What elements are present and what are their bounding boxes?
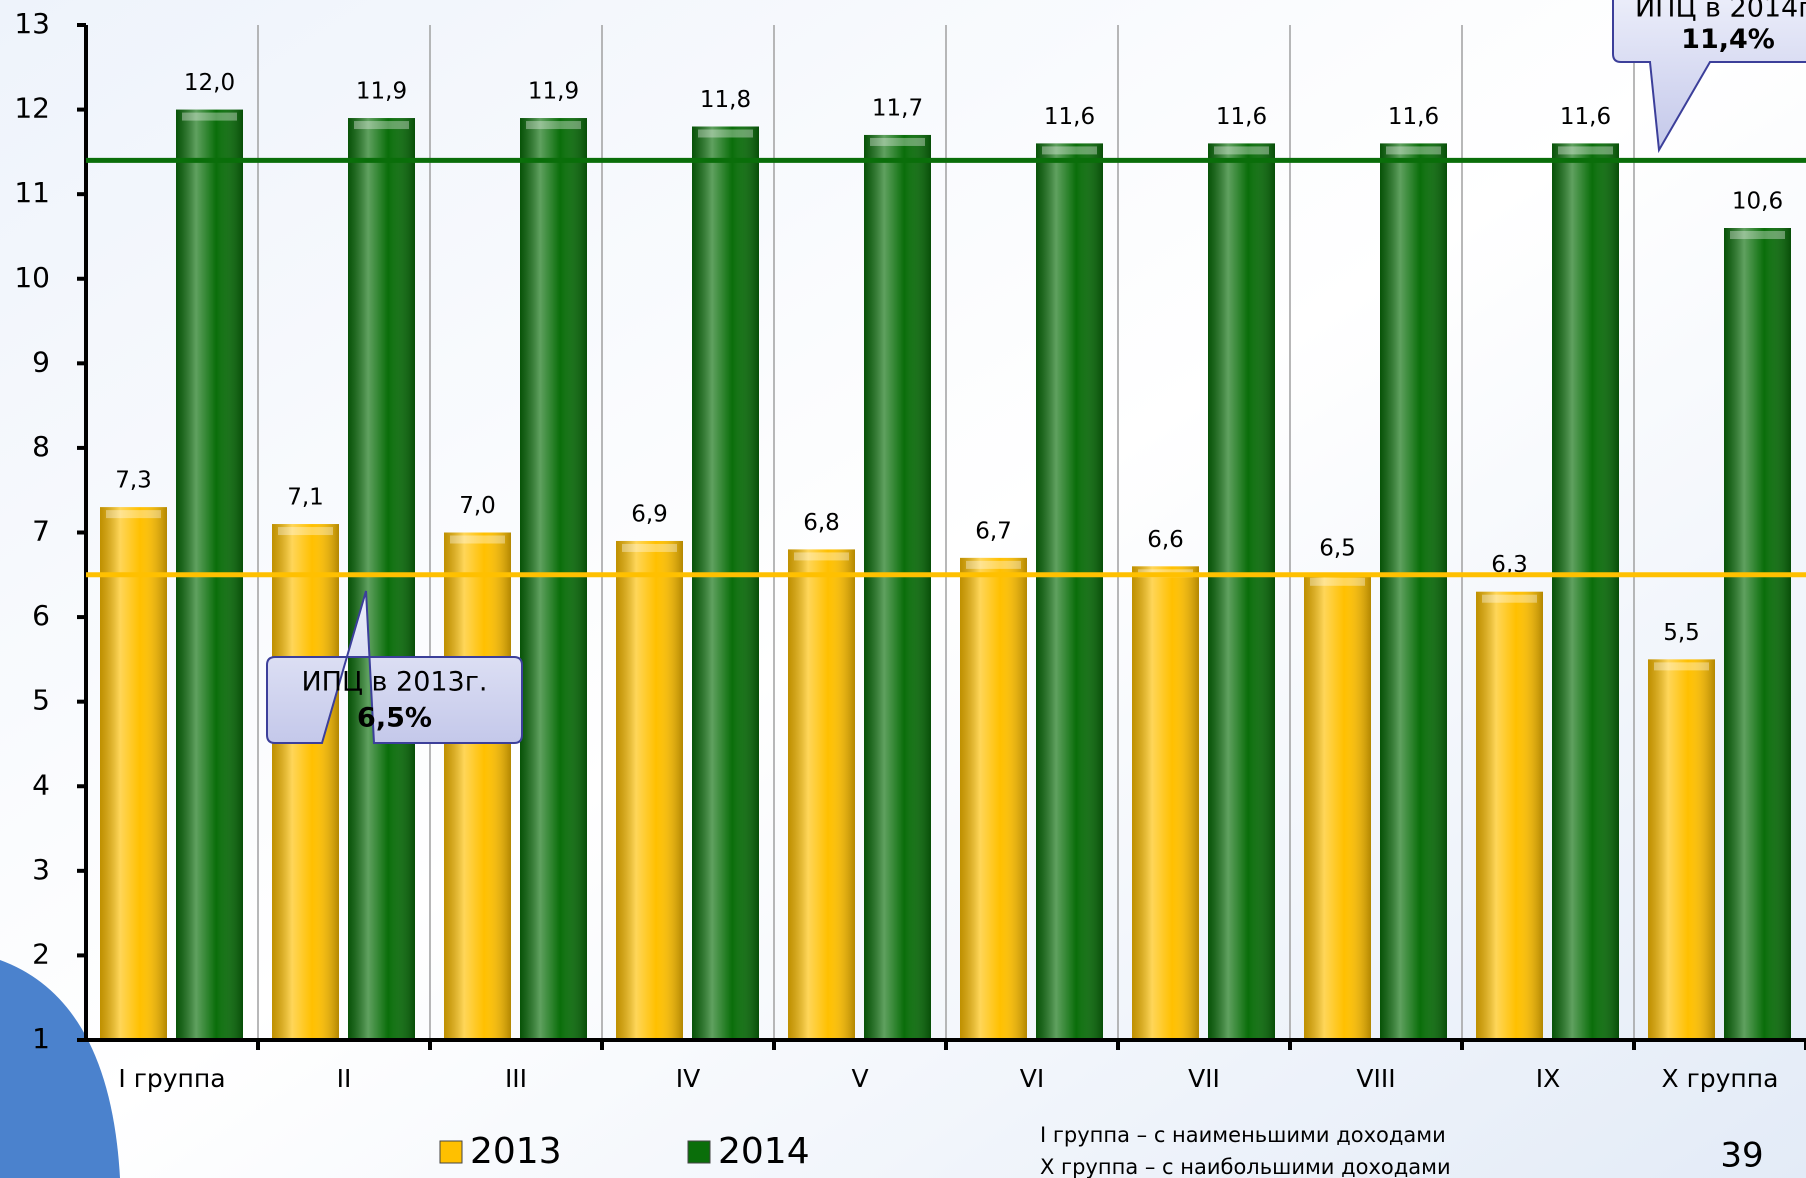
value-label: 11,7 — [872, 95, 923, 121]
x-tick-label: IX — [1536, 1064, 1561, 1093]
bar-bevel — [278, 527, 333, 536]
bar-bevel — [106, 510, 161, 519]
value-label: 12,0 — [184, 70, 235, 96]
bar-shine — [1208, 143, 1275, 1040]
value-label: 11,6 — [1216, 104, 1267, 130]
callout-title: ИПЦ в 2013г. — [301, 666, 487, 697]
y-tick-label: 3 — [32, 853, 50, 886]
x-tick-label: VII — [1188, 1064, 1220, 1093]
bar-bevel — [1558, 146, 1613, 155]
value-label: 7,1 — [287, 485, 324, 511]
y-tick-label: 11 — [14, 176, 50, 209]
y-tick-label: 8 — [32, 430, 50, 463]
bar-shine — [960, 557, 1027, 1040]
value-label: 6,5 — [1319, 535, 1356, 561]
bar-shine — [1476, 591, 1543, 1040]
bar-shine — [1380, 143, 1447, 1040]
value-label: 6,7 — [975, 518, 1012, 544]
bar-bevel — [1730, 231, 1785, 239]
x-tick-label: VIII — [1356, 1064, 1395, 1093]
bar-bevel — [1654, 662, 1709, 671]
bar-bevel — [1482, 594, 1537, 603]
y-tick-label: 1 — [32, 1022, 50, 1055]
bar-bevel — [450, 535, 505, 544]
bar-shine — [864, 134, 931, 1041]
y-tick-label: 5 — [32, 684, 50, 717]
bar-bevel — [182, 112, 237, 121]
value-label: 6,8 — [803, 510, 840, 536]
callout — [266, 590, 523, 744]
x-tick-label: I группа — [118, 1064, 225, 1093]
value-label: 5,5 — [1663, 620, 1700, 646]
note: X группа – с наибольшими доходами — [1040, 1155, 1451, 1178]
y-tick-label: 2 — [32, 937, 50, 970]
bar-shine — [1724, 228, 1791, 1040]
x-tick-label: V — [851, 1064, 868, 1093]
value-label: 6,6 — [1147, 527, 1184, 553]
value-label: 11,6 — [1560, 104, 1611, 130]
value-label: 7,0 — [459, 493, 496, 519]
decor — [0, 960, 120, 1178]
bar-bevel — [966, 560, 1021, 569]
bar-shine — [1552, 143, 1619, 1040]
bar-shine — [692, 126, 759, 1040]
bar-shine — [788, 549, 855, 1040]
x-tick-label: IV — [676, 1064, 700, 1093]
bar-bevel — [794, 552, 849, 561]
bar-shine — [100, 507, 167, 1040]
bar-shine — [520, 118, 587, 1040]
y-tick-label: 4 — [32, 768, 50, 801]
value-label: 11,9 — [528, 79, 579, 105]
note: I группа – с наименьшими доходами — [1040, 1123, 1446, 1147]
x-tick-label: III — [505, 1064, 527, 1093]
value-label: 11,9 — [356, 79, 407, 105]
x-tick-label: II — [337, 1064, 352, 1093]
y-tick-label: 7 — [32, 515, 50, 548]
value-label: 7,3 — [115, 468, 152, 494]
bar-shine — [1648, 659, 1715, 1040]
callout-value: 11,4% — [1681, 24, 1775, 55]
bar-shine — [348, 118, 415, 1040]
y-tick-label: 13 — [14, 7, 50, 40]
value-label: 11,8 — [700, 87, 751, 113]
bar-shine — [272, 524, 339, 1040]
bar-shine — [1132, 566, 1199, 1040]
bar-bevel — [698, 129, 753, 138]
legend-label: 2014 — [718, 1131, 810, 1172]
callout — [1612, 0, 1806, 154]
callout-value: 6,5% — [357, 702, 432, 733]
legend-swatch — [687, 1140, 711, 1164]
x-tick-label: X группа — [1662, 1064, 1779, 1093]
legend-label: 2013 — [470, 1131, 562, 1172]
y-tick-label: 12 — [14, 92, 50, 125]
value-label: 11,6 — [1044, 104, 1095, 130]
bar-bevel — [1310, 577, 1365, 586]
bar-shine — [1304, 574, 1371, 1040]
y-tick-label: 6 — [32, 599, 50, 632]
value-label: 11,6 — [1388, 104, 1439, 130]
bar-bevel — [1386, 146, 1441, 155]
bar-bevel — [1214, 146, 1269, 155]
callout-title: ИПЦ в 2014г. — [1635, 0, 1806, 23]
page-number: 39 — [1720, 1136, 1763, 1176]
bar-shine — [1036, 143, 1103, 1040]
y-tick-label: 10 — [14, 261, 50, 294]
value-label: 6,9 — [631, 501, 668, 527]
legend-swatch — [439, 1140, 463, 1164]
y-tick-label: 9 — [32, 345, 50, 378]
bar-shine — [616, 540, 683, 1040]
bar-bevel — [870, 137, 925, 146]
bar-bevel — [354, 121, 409, 130]
x-tick-label: VI — [1020, 1064, 1044, 1093]
value-label: 10,6 — [1732, 189, 1783, 215]
bar-shine — [444, 532, 511, 1040]
bar-bevel — [622, 543, 677, 552]
bar-bevel — [1042, 146, 1097, 155]
bar-bevel — [526, 121, 581, 130]
